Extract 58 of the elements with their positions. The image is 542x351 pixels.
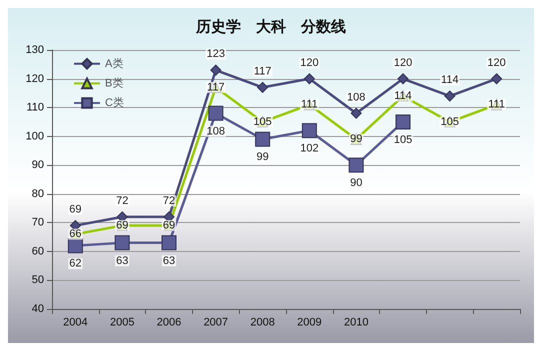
legend-label: C类 (105, 96, 124, 109)
point (68, 238, 83, 254)
data-label: 69 (162, 220, 176, 232)
legend-label: A类 (105, 56, 124, 70)
data-label: 72 (162, 194, 176, 207)
x-tick-label: 2006 (156, 316, 182, 328)
data-label: 63 (162, 254, 176, 267)
point (255, 132, 270, 147)
y-tick-label: 100 (26, 130, 44, 142)
data-label: 63 (116, 254, 128, 267)
y-tick-label: 70 (32, 216, 44, 229)
data-label: 99 (350, 133, 362, 146)
point (114, 235, 130, 250)
y-tick-label: 110 (26, 102, 44, 114)
point (491, 73, 502, 84)
point (162, 235, 176, 250)
data-label: 108 (206, 125, 225, 138)
point (208, 106, 224, 121)
data-label: 120 (394, 56, 412, 69)
data-label: 102 (300, 142, 319, 155)
point (398, 73, 408, 84)
point (304, 73, 315, 84)
data-label: 114 (441, 74, 459, 86)
x-tick-label: 2007 (204, 316, 228, 328)
x-tick-label: 2009 (297, 316, 322, 328)
data-label: 72 (116, 194, 128, 207)
data-label: 99 (256, 151, 269, 164)
data-label: 120 (487, 56, 506, 69)
chart-title: 历史学 大科 分数线 (195, 18, 346, 36)
data-label: 69 (116, 220, 128, 232)
data-label: 120 (300, 56, 319, 69)
y-tick-label: 40 (32, 303, 44, 315)
x-tick-label: 2010 (344, 316, 368, 328)
point (348, 158, 364, 173)
data-label: 66 (69, 228, 82, 240)
point (396, 114, 410, 130)
data-label: 105 (394, 134, 412, 146)
y-tick-label: 130 (26, 44, 44, 56)
x-tick-label: 2004 (63, 316, 88, 328)
y-tick-label: 60 (32, 245, 44, 258)
y-tick-label: 50 (32, 274, 44, 286)
data-label: 117 (254, 65, 272, 78)
point (210, 64, 222, 76)
legend-label: B类 (105, 76, 124, 90)
point (257, 82, 268, 93)
y-tick-label: 90 (32, 159, 44, 172)
data-label: 90 (350, 177, 362, 190)
point (444, 90, 456, 102)
data-label: 123 (206, 48, 225, 60)
x-tick-label: 2005 (110, 316, 134, 328)
point (350, 108, 362, 119)
data-label: 62 (69, 258, 82, 270)
y-tick-label: 80 (32, 188, 44, 200)
x-tick-label: 2008 (250, 316, 275, 328)
data-label: 108 (347, 91, 366, 104)
data-label: 69 (69, 204, 82, 216)
point (302, 123, 317, 138)
y-tick-label: 120 (26, 72, 44, 85)
